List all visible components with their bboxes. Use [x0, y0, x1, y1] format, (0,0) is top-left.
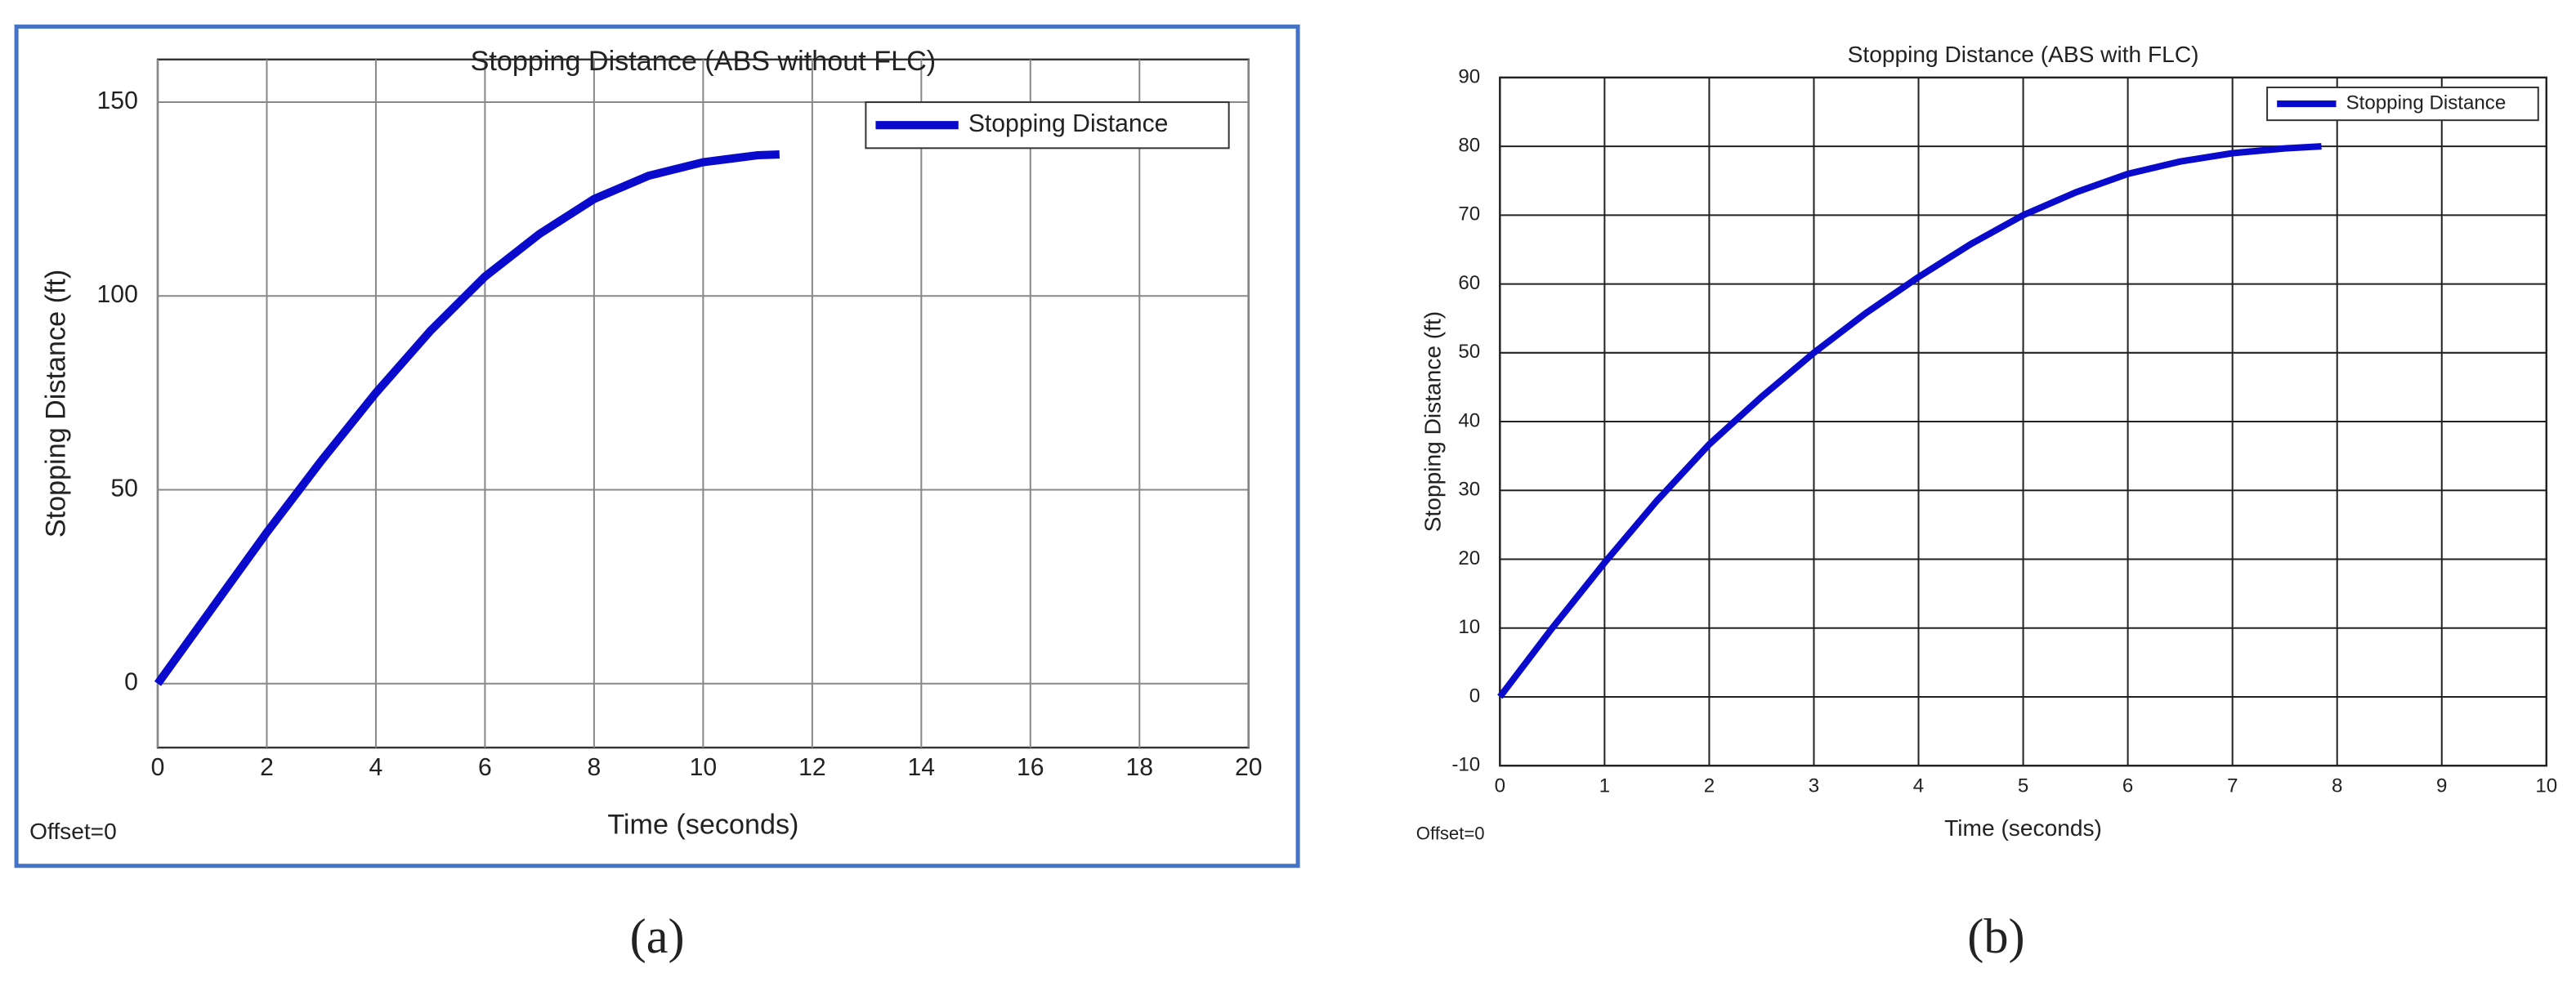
- x-tick-label: 2: [260, 754, 274, 781]
- x-tick-label: 20: [1235, 754, 1263, 781]
- x-tick-label: 5: [2018, 775, 2028, 797]
- x-tick-label: 0: [151, 754, 165, 781]
- panel-label: (a): [630, 909, 685, 964]
- x-tick-label: 8: [588, 754, 602, 781]
- y-tick-label: 90: [1458, 65, 1480, 87]
- y-tick-label: -10: [1451, 754, 1480, 776]
- x-tick-label: 6: [2122, 775, 2133, 797]
- x-tick-label: 7: [2227, 775, 2238, 797]
- y-tick-label: 0: [124, 669, 138, 696]
- annotation: Offset=0: [1416, 823, 1485, 843]
- x-tick-label: 10: [690, 754, 718, 781]
- x-tick-label: 10: [2535, 775, 2557, 797]
- y-tick-label: 20: [1458, 547, 1480, 569]
- x-axis-label: Time (seconds): [607, 810, 798, 841]
- y-tick-label: 40: [1458, 409, 1480, 431]
- x-tick-label: 18: [1126, 754, 1154, 781]
- data-line: [154, 150, 780, 686]
- x-tick-label: 2: [1704, 775, 1715, 797]
- x-tick-label: 3: [1809, 775, 1819, 797]
- legend-box: [865, 101, 1230, 150]
- panel-frame: [14, 25, 1300, 868]
- data-line: [1497, 143, 2322, 699]
- legend-label: Stopping Distance: [2346, 92, 2507, 114]
- y-tick-label: 60: [1458, 272, 1480, 294]
- x-tick-label: 6: [478, 754, 492, 781]
- y-tick-label: 30: [1458, 479, 1480, 501]
- x-tick-label: 8: [2332, 775, 2342, 797]
- x-tick-label: 1: [1599, 775, 1610, 797]
- y-tick-label: 150: [97, 87, 138, 114]
- x-tick-label: 0: [1495, 775, 1505, 797]
- y-axis-label: Stopping Distance (ft): [40, 270, 71, 538]
- x-tick-label: 12: [798, 754, 826, 781]
- x-axis-label: Time (seconds): [1944, 815, 2102, 841]
- legend-label: Stopping Distance: [968, 110, 1169, 137]
- annotation: Offset=0: [29, 819, 117, 844]
- chart-title: Stopping Distance (ABS without FLC): [471, 46, 937, 77]
- y-tick-label: 100: [97, 281, 138, 308]
- x-tick-label: 14: [908, 754, 936, 781]
- y-axis-label: Stopping Distance (ft): [1420, 311, 1445, 532]
- x-tick-label: 4: [369, 754, 383, 781]
- y-tick-label: 70: [1458, 203, 1480, 225]
- y-tick-label: 10: [1458, 616, 1480, 638]
- y-tick-label: 50: [1458, 341, 1480, 363]
- chart-title: Stopping Distance (ABS with FLC): [1848, 42, 2199, 67]
- y-tick-label: 50: [110, 475, 138, 502]
- y-tick-label: 80: [1458, 135, 1480, 157]
- x-tick-label: 4: [1913, 775, 1924, 797]
- x-tick-label: 9: [2436, 775, 2447, 797]
- x-tick-label: 16: [1017, 754, 1044, 781]
- y-tick-label: 0: [1469, 685, 1480, 707]
- panel-label: (b): [1967, 909, 2024, 964]
